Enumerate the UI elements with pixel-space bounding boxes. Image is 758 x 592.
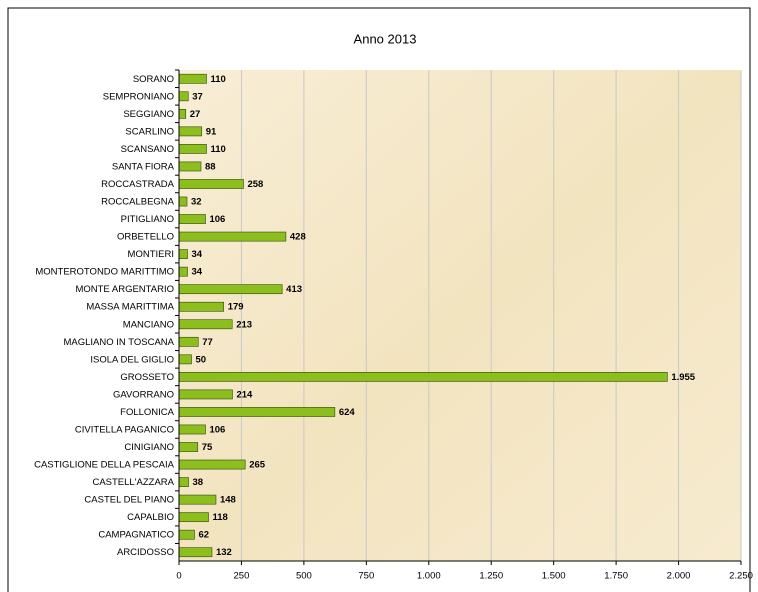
x-tick-label: 2.000: [667, 571, 691, 582]
x-tick-label: 250: [234, 571, 250, 582]
bar: [178, 389, 233, 400]
y-tick-label: SORANO: [133, 74, 174, 85]
bar: [178, 336, 199, 347]
bar: [178, 529, 195, 540]
y-tick-label: CAPALBIO: [127, 512, 174, 523]
y-tick-label: CAMPAGNATICO: [98, 530, 174, 541]
x-tick-label: 1.000: [417, 571, 441, 582]
value-label: 27: [190, 109, 201, 120]
value-label: 32: [191, 197, 202, 208]
bar: [178, 91, 189, 102]
value-label: 213: [236, 319, 252, 330]
x-tick-label: 750: [358, 571, 374, 582]
value-label: 258: [247, 179, 263, 190]
bar: [178, 73, 207, 84]
chart-frame: [7, 7, 751, 592]
bar: [178, 196, 188, 207]
bar: [178, 424, 206, 435]
y-tick-label: ORBETELLO: [117, 232, 174, 243]
value-label: 88: [205, 161, 216, 172]
x-tick-label: 1.750: [604, 571, 628, 582]
y-tick-label: CASTELL'AZZARA: [92, 477, 174, 488]
y-tick-label: MASSA MARITTIMA: [86, 302, 174, 313]
y-tick-label: CASTEL DEL PIANO: [84, 495, 174, 506]
value-label: 214: [236, 389, 253, 400]
y-tick-label: FOLLONICA: [120, 407, 175, 418]
value-label: 428: [290, 232, 306, 243]
y-tick-label: CASTIGLIONE DELLA PESCAIA: [34, 460, 175, 471]
y-tick-label: CIVITELLA PAGANICO: [75, 424, 174, 435]
bar: [178, 301, 225, 312]
bar: [178, 249, 188, 259]
value-label: 1.955: [671, 372, 695, 383]
bar: [178, 179, 244, 189]
y-tick-label: SCANSANO: [121, 144, 174, 155]
x-tick-label: 0: [176, 571, 181, 582]
y-tick-label: MAGLIANO IN TOSCANA: [63, 337, 174, 348]
bar: [178, 214, 206, 224]
value-label: 34: [191, 249, 202, 260]
value-label: 62: [198, 530, 209, 541]
value-label: 110: [210, 144, 225, 155]
bar: [178, 547, 213, 558]
bar: [178, 144, 207, 154]
y-tick-label: SEGGIANO: [123, 109, 174, 120]
value-label: 77: [202, 337, 213, 348]
y-tick-label: ROCCALBEGNA: [101, 197, 175, 208]
bar: [178, 477, 189, 487]
bar: [178, 266, 188, 277]
y-tick-label: GROSSETO: [120, 372, 174, 383]
bar: [178, 407, 336, 417]
y-tick-label: MANCIANO: [123, 319, 174, 330]
chart-title: Anno 2013: [354, 31, 417, 46]
value-label: 106: [209, 424, 225, 435]
value-label: 50: [195, 354, 206, 365]
value-label: 132: [216, 547, 232, 558]
bar: [178, 459, 246, 470]
y-tick-label: MONTE ARGENTARIO: [75, 284, 174, 295]
bar: [178, 442, 199, 452]
x-tick-label: 1.500: [542, 571, 566, 582]
bar: [178, 512, 209, 523]
y-tick-label: ARCIDOSSO: [117, 547, 174, 558]
bar: [178, 354, 192, 365]
y-tick-label: GAVORRANO: [113, 389, 174, 400]
y-tick-label: ISOLA DEL GIGLIO: [90, 354, 174, 365]
x-tick-label: 1.250: [479, 571, 503, 582]
value-label: 118: [212, 512, 227, 523]
value-label: 37: [192, 91, 203, 102]
value-label: 179: [228, 302, 244, 313]
y-tick-label: MONTIERI: [128, 249, 174, 260]
bar: [178, 494, 217, 505]
y-tick-label: MONTEROTONDO MARITTIMO: [35, 267, 174, 278]
value-label: 75: [202, 442, 213, 453]
value-label: 34: [191, 267, 202, 278]
bar: [178, 284, 283, 295]
value-label: 91: [206, 126, 217, 137]
y-tick-label: SCARLINO: [125, 126, 174, 137]
y-tick-label: SEMPRONIANO: [103, 91, 174, 102]
y-tick-label: CINIGIANO: [124, 442, 174, 453]
value-label: 106: [209, 214, 225, 225]
bar: [178, 108, 187, 119]
value-label: 413: [286, 284, 302, 295]
value-label: 265: [249, 460, 266, 471]
y-tick-label: ROCCASTRADA: [101, 179, 175, 190]
value-label: 38: [192, 477, 203, 488]
bar: [178, 372, 668, 382]
bar: [178, 231, 287, 242]
x-tick-label: 500: [296, 571, 312, 582]
value-label: 148: [220, 495, 236, 506]
bar: [178, 126, 203, 137]
bar: [178, 319, 233, 330]
value-label: 110: [210, 74, 225, 85]
value-label: 624: [339, 407, 356, 418]
bar: [178, 161, 202, 172]
y-tick-label: SANTA FIORA: [112, 161, 175, 172]
y-tick-label: PITIGLIANO: [121, 214, 174, 225]
plot-area: [179, 70, 741, 561]
x-tick-label: 2.250: [729, 571, 753, 582]
